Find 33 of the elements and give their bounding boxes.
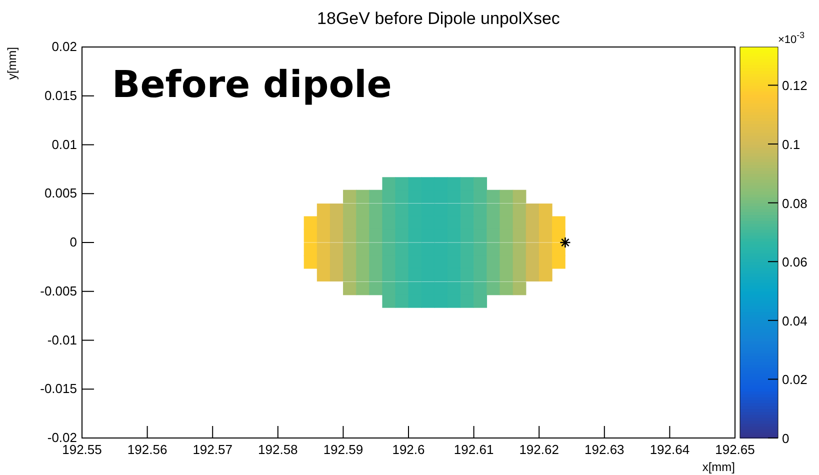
y-tick-label: 0.02	[52, 39, 77, 54]
x-tick-label: 192.57	[192, 442, 232, 457]
x-tick-label: 192.65	[715, 442, 755, 457]
y-axis-title: y[mm]	[5, 47, 19, 80]
x-axis-title: x[mm]	[702, 460, 735, 474]
color-bar-title: ×10$^{-3}$	[778, 30, 805, 46]
y-tick-label: 0.01	[52, 136, 77, 152]
y-tick-label: 0	[70, 234, 77, 250]
x-tick-label: 192.59	[323, 442, 364, 457]
color-bar-label: 0.08	[782, 196, 808, 211]
y-tick-label: -0.01	[47, 332, 77, 348]
color-bar-label: 0.1	[782, 137, 800, 152]
x-tick-label: 192.63	[584, 442, 624, 457]
y-tick-label: -0.02	[47, 430, 77, 445]
color-bar-label: 0	[782, 431, 790, 446]
x-tick-label: 192.55	[62, 442, 102, 457]
y-tick-label: 0.015	[44, 88, 77, 103]
x-tick-label: 192.62	[519, 442, 559, 457]
y-tick-label: -0.015	[40, 381, 77, 396]
color-bar-label: 0.04	[782, 313, 808, 328]
x-tick-label: 192.64	[650, 442, 690, 457]
y-tick-label: -0.005	[40, 283, 77, 298]
y-tick-label: 0.005	[44, 186, 77, 201]
x-tick-label: 192.6	[392, 442, 425, 457]
annotation: Before dipole	[112, 63, 392, 106]
chart-title: 18GeV before Dipole unpolXsec	[317, 9, 560, 28]
color-bar-label: 0.06	[782, 254, 808, 270]
x-tick-label: 192.56	[127, 442, 168, 457]
point	[560, 236, 571, 248]
x-tick-label: 192.58	[258, 442, 298, 457]
color-bar-label: 0.12	[782, 78, 808, 94]
x-tick-label: 192.61	[454, 442, 494, 457]
color-bar-label: 0.02	[782, 372, 808, 388]
